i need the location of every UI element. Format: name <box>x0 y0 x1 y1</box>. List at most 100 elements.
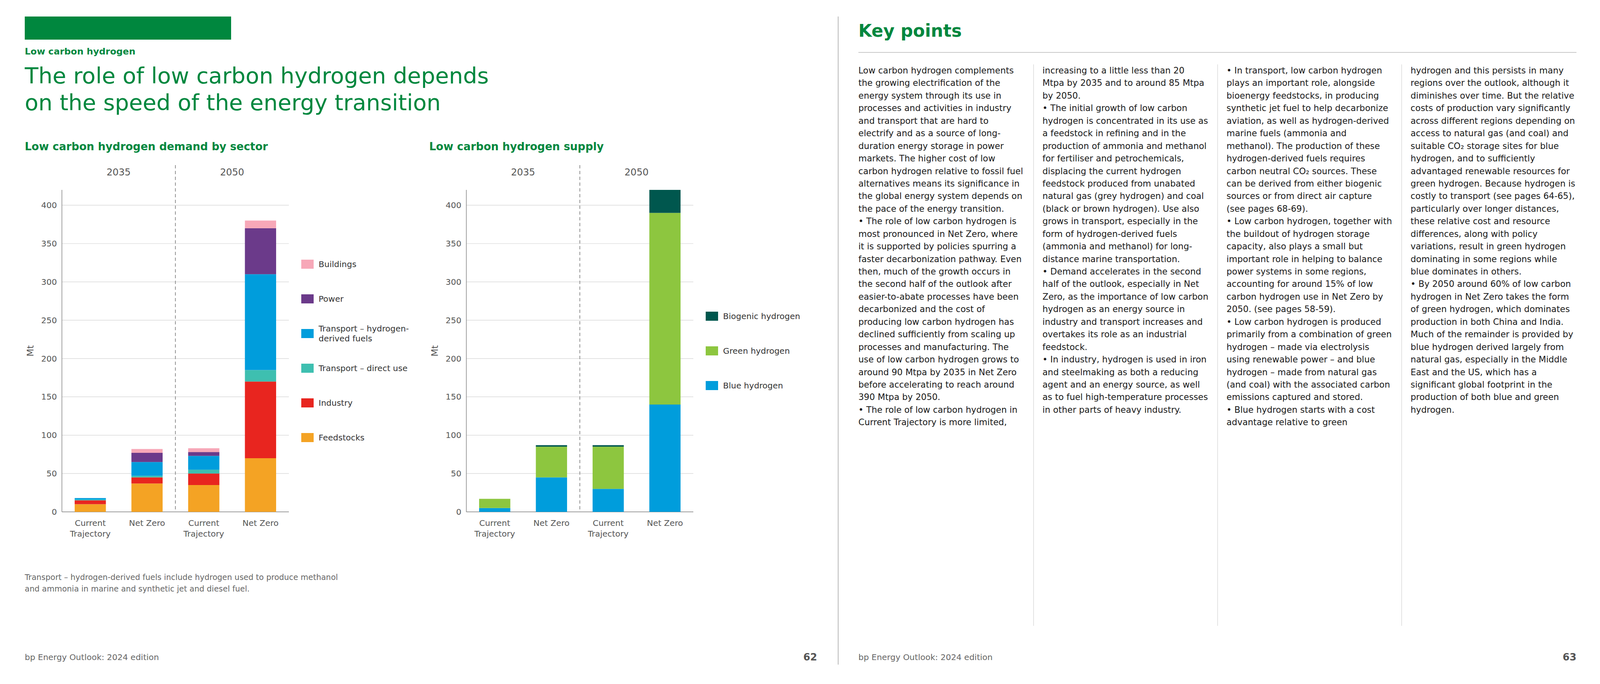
x-tick-label: Current Trajectory <box>581 517 636 539</box>
bar-segment <box>592 446 624 489</box>
y-tick-label: 400 <box>28 199 57 211</box>
column-divider <box>1217 64 1218 626</box>
y-tick-label: 0 <box>28 506 57 518</box>
legend-swatch <box>301 259 314 269</box>
legend-swatch <box>301 328 314 338</box>
section-label: Low carbon hydrogen <box>24 46 136 57</box>
key-points-rule <box>858 51 1577 53</box>
bar-segment <box>74 497 107 499</box>
bar-segment <box>74 499 107 501</box>
y-tick-label: 350 <box>433 238 462 249</box>
bar-segment <box>244 458 277 512</box>
bar-segment <box>131 477 163 484</box>
y-tick-label: 300 <box>28 276 57 288</box>
y-tick-label: 100 <box>28 429 57 441</box>
y-axis-label: Mt <box>24 342 37 360</box>
bar-segment <box>188 451 220 456</box>
y-tick-label: 250 <box>433 314 462 326</box>
banner <box>24 16 232 40</box>
group-label: 2050 <box>595 166 679 178</box>
y-tick-label: 0 <box>433 506 462 518</box>
bar-segment <box>131 452 163 462</box>
bar-segment <box>244 274 277 370</box>
x-tick-label: Net Zero <box>524 517 579 529</box>
bar-segment <box>535 444 568 447</box>
page-source: bp Energy Outlook: 2024 edition <box>24 652 159 662</box>
bar-segment <box>131 461 163 476</box>
body-text: hydrogen and this persists in many regio… <box>1410 64 1577 416</box>
key-points-title: Key points <box>858 20 962 41</box>
legend-label: Power <box>318 281 412 317</box>
y-axis-label: Mt <box>429 342 441 360</box>
bar-segment <box>131 449 163 453</box>
chart: Low carbon hydrogen supply05010015020025… <box>429 140 818 558</box>
page-divider <box>837 16 839 665</box>
legend-swatch <box>705 311 719 321</box>
group-label: 2035 <box>77 166 161 178</box>
bar-segment <box>188 473 220 485</box>
bar-segment <box>479 498 511 499</box>
column-divider <box>1401 64 1402 626</box>
group-divider <box>579 165 581 512</box>
page-number: 62 <box>775 651 818 663</box>
legend-label: Green hydrogen <box>723 333 816 369</box>
x-tick-label: Net Zero <box>120 517 175 529</box>
legend-label: Industry <box>318 385 412 421</box>
legend-label: Buildings <box>318 246 412 282</box>
legend-swatch <box>301 294 314 304</box>
group-divider <box>174 165 176 512</box>
legend-swatch <box>301 398 314 408</box>
y-tick-label: 250 <box>28 314 57 326</box>
bar-segment <box>592 488 624 512</box>
y-tick-label: 50 <box>28 467 57 479</box>
bar-segment <box>74 503 107 512</box>
y-tick-label: 350 <box>28 238 57 249</box>
body-text: Low carbon hydrogen complements the grow… <box>858 64 1025 429</box>
y-axis <box>61 189 63 512</box>
plot-svg <box>24 140 413 558</box>
body-text: increasing to a little less than 20 Mtpa… <box>1042 64 1209 416</box>
bar-segment <box>188 448 220 452</box>
y-tick-label: 50 <box>433 467 462 479</box>
y-tick-label: 150 <box>433 391 462 402</box>
group-label: 2050 <box>191 166 274 178</box>
bar-segment <box>649 212 681 405</box>
page: Low carbon hydrogen The role of low carbo… <box>0 0 1600 684</box>
legend-swatch <box>301 432 314 442</box>
x-tick-label: Current Trajectory <box>177 517 231 539</box>
x-tick-label: Current Trajectory <box>467 517 522 539</box>
legend: BuildingsPowerTransport – hydrogen-deriv… <box>301 246 413 455</box>
column-divider <box>1033 64 1034 626</box>
bar-segment <box>244 369 277 382</box>
y-tick-label: 300 <box>433 276 462 288</box>
legend-label: Feedstocks <box>318 420 412 455</box>
page-source: bp Energy Outlook: 2024 edition <box>858 652 993 662</box>
y-tick-label: 100 <box>433 429 462 441</box>
bar-segment <box>649 404 681 512</box>
bar-segment <box>74 497 107 499</box>
bar-segment <box>188 484 220 512</box>
page-title: The role of low carbon hydrogen depends … <box>24 62 809 117</box>
bar-segment <box>244 228 277 275</box>
bar-segment <box>188 469 220 474</box>
bar-segment <box>479 508 511 512</box>
bar-segment <box>244 220 277 229</box>
body-text: • In transport, low carbon hydrogen play… <box>1226 64 1393 429</box>
group-label: 2035 <box>482 166 565 178</box>
legend: Biogenic hydrogenGreen hydrogenBlue hydr… <box>705 298 818 403</box>
bar-segment <box>244 381 277 459</box>
bar-segment <box>535 446 568 478</box>
bar-segment <box>74 498 107 500</box>
bar-segment <box>188 455 220 470</box>
bar-segment <box>74 500 107 504</box>
x-tick-label: Current Trajectory <box>63 517 118 539</box>
bar-segment <box>592 444 624 447</box>
legend-label: Blue hydrogen <box>723 368 816 403</box>
page-number: 63 <box>1535 651 1577 663</box>
y-axis <box>465 189 467 512</box>
bar-segment <box>535 477 568 512</box>
legend-label: Transport – direct use <box>318 350 412 386</box>
chart: Low carbon hydrogen demand by sector0501… <box>24 140 413 558</box>
legend-swatch <box>705 346 719 356</box>
legend-swatch <box>301 363 314 373</box>
